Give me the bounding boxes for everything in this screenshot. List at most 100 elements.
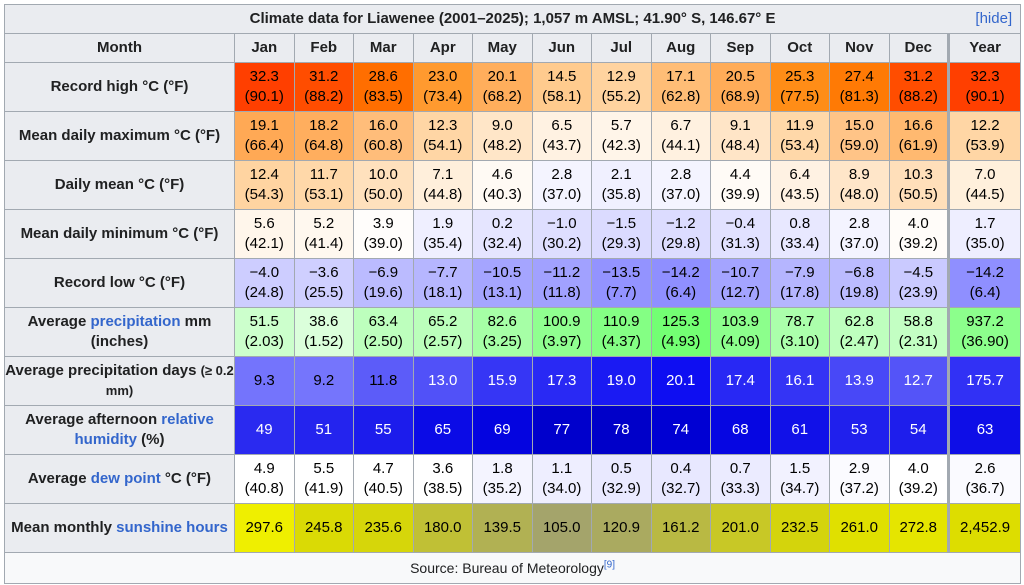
value-primary: 1.5 <box>789 460 811 477</box>
value-primary: 2,452.9 <box>960 519 1011 536</box>
value-secondary: (54.3) <box>244 186 284 203</box>
month-value-cell: 19.1 (66.4) <box>234 111 295 161</box>
month-value-cell: 23.0 (73.4) <box>412 62 473 112</box>
value-secondary: (64.8) <box>304 137 344 154</box>
value-secondary: (58.1) <box>542 88 582 105</box>
source-ref-link[interactable]: [9] <box>603 559 615 571</box>
month-value-cell: −6.8 (19.8) <box>829 258 890 308</box>
value-primary: 11.9 <box>785 117 814 134</box>
value-secondary: (34.7) <box>780 480 820 497</box>
value-primary: 82.6 <box>487 313 517 330</box>
value-secondary: (33.3) <box>720 480 760 497</box>
month-value-cell: 100.9 (3.97) <box>531 307 592 357</box>
value-primary: 61 <box>791 421 809 438</box>
month-header-dec: Dec <box>888 33 949 63</box>
value-primary: 7.1 <box>432 166 454 183</box>
value-secondary: (48.2) <box>482 137 522 154</box>
value-secondary: (24.8) <box>244 284 284 301</box>
value-primary: 235.6 <box>364 519 403 536</box>
value-primary: 78.7 <box>785 313 815 330</box>
value-primary: 2.8 <box>848 215 870 232</box>
value-secondary: (2.03) <box>244 333 284 350</box>
value-secondary: (1.52) <box>304 333 344 350</box>
month-value-cell: 11.7 (53.1) <box>293 160 354 210</box>
value-primary: 16.1 <box>785 372 815 389</box>
value-primary: 63.4 <box>368 313 398 330</box>
value-secondary: (4.37) <box>601 333 641 350</box>
row-label-link[interactable]: sunshine hours <box>116 519 228 536</box>
value-secondary: (48.4) <box>720 137 760 154</box>
value-primary: 6.4 <box>789 166 811 183</box>
month-value-cell: 4.0 (39.2) <box>888 454 949 504</box>
value-secondary: (53.4) <box>780 137 820 154</box>
month-value-cell: 61 <box>769 405 830 455</box>
value-secondary: (60.8) <box>363 137 403 154</box>
value-primary: 12.2 <box>970 117 1000 134</box>
month-value-cell: 13.0 <box>412 356 473 406</box>
row-label-link[interactable]: relative humidity <box>74 411 214 448</box>
month-value-cell: 6.7 (44.1) <box>650 111 711 161</box>
value-primary: 55 <box>374 421 392 438</box>
row-label-text: Mean daily maximum °C (°F) <box>18 127 221 144</box>
value-primary: 19.0 <box>606 372 636 389</box>
value-secondary: (11.8) <box>542 284 581 301</box>
value-secondary: (2.57) <box>423 333 463 350</box>
month-value-cell: −4.0 (24.8) <box>234 258 295 308</box>
value-secondary: (34.0) <box>542 480 582 497</box>
month-value-cell: 2.8 (37.0) <box>531 160 592 210</box>
value-primary: −14.2 <box>966 264 1005 281</box>
month-value-cell: 51.5 (2.03) <box>234 307 295 357</box>
month-value-cell: 54 <box>888 405 949 455</box>
month-value-cell: −3.6 (25.5) <box>293 258 354 308</box>
row-label-link[interactable]: precipitation <box>90 313 181 330</box>
source-cell: Source: Bureau of Meteorology[9] <box>3 552 1022 584</box>
value-primary: −4.0 <box>249 264 280 281</box>
month-value-cell: 6.4 (43.5) <box>769 160 830 210</box>
value-primary: 78 <box>612 421 630 438</box>
value-primary: −4.5 <box>903 264 934 281</box>
month-value-cell: 232.5 <box>769 503 830 553</box>
value-primary: 10.0 <box>368 166 398 183</box>
value-primary: 15.0 <box>844 117 874 134</box>
value-primary: 11.8 <box>369 372 398 389</box>
month-value-cell: 13.9 <box>829 356 890 406</box>
row-label-link[interactable]: dew point <box>90 470 161 487</box>
value-secondary: (90.1) <box>244 88 284 105</box>
value-primary: 4.0 <box>907 215 929 232</box>
value-primary: −1.5 <box>606 215 637 232</box>
value-primary: 7.0 <box>974 166 996 183</box>
month-value-cell: 15.9 <box>472 356 533 406</box>
value-primary: 0.5 <box>610 460 632 477</box>
month-value-cell: 0.5 (32.9) <box>591 454 652 504</box>
month-value-cell: 53 <box>829 405 890 455</box>
value-primary: 53 <box>850 421 868 438</box>
value-secondary: (32.4) <box>482 235 522 252</box>
value-primary: 1.7 <box>974 215 996 232</box>
month-value-cell: 2.1 (35.8) <box>591 160 652 210</box>
month-value-cell: 68 <box>710 405 771 455</box>
value-primary: −1.0 <box>546 215 577 232</box>
row-label-text: Average afternoon <box>25 411 162 428</box>
value-secondary: (3.10) <box>780 333 820 350</box>
month-value-cell: 161.2 <box>650 503 711 553</box>
value-primary: −1.2 <box>665 215 696 232</box>
value-secondary: (6.4) <box>969 284 1001 301</box>
row-label-text: (≥ 0.2 mm) <box>105 363 234 398</box>
value-secondary: (35.0) <box>965 235 1005 252</box>
month-value-cell: 2.8 (37.0) <box>829 209 890 259</box>
row-label: Daily mean °C (°F) <box>4 160 235 210</box>
value-secondary: (43.5) <box>780 186 820 203</box>
month-value-cell: 201.0 <box>710 503 771 553</box>
value-primary: 6.5 <box>551 117 573 134</box>
value-primary: 32.3 <box>249 68 279 85</box>
row-label-text: Record low °C (°F) <box>53 274 186 291</box>
month-value-cell: 235.6 <box>353 503 414 553</box>
month-header-feb: Feb <box>293 33 354 63</box>
value-secondary: (4.09) <box>720 333 760 350</box>
hide-link[interactable]: hide <box>979 10 1008 27</box>
value-secondary: (44.1) <box>661 137 701 154</box>
month-value-cell: 49 <box>234 405 295 455</box>
month-value-cell: 78 <box>591 405 652 455</box>
value-secondary: (53.1) <box>304 186 344 203</box>
month-value-cell: 12.9 (55.2) <box>591 62 652 112</box>
